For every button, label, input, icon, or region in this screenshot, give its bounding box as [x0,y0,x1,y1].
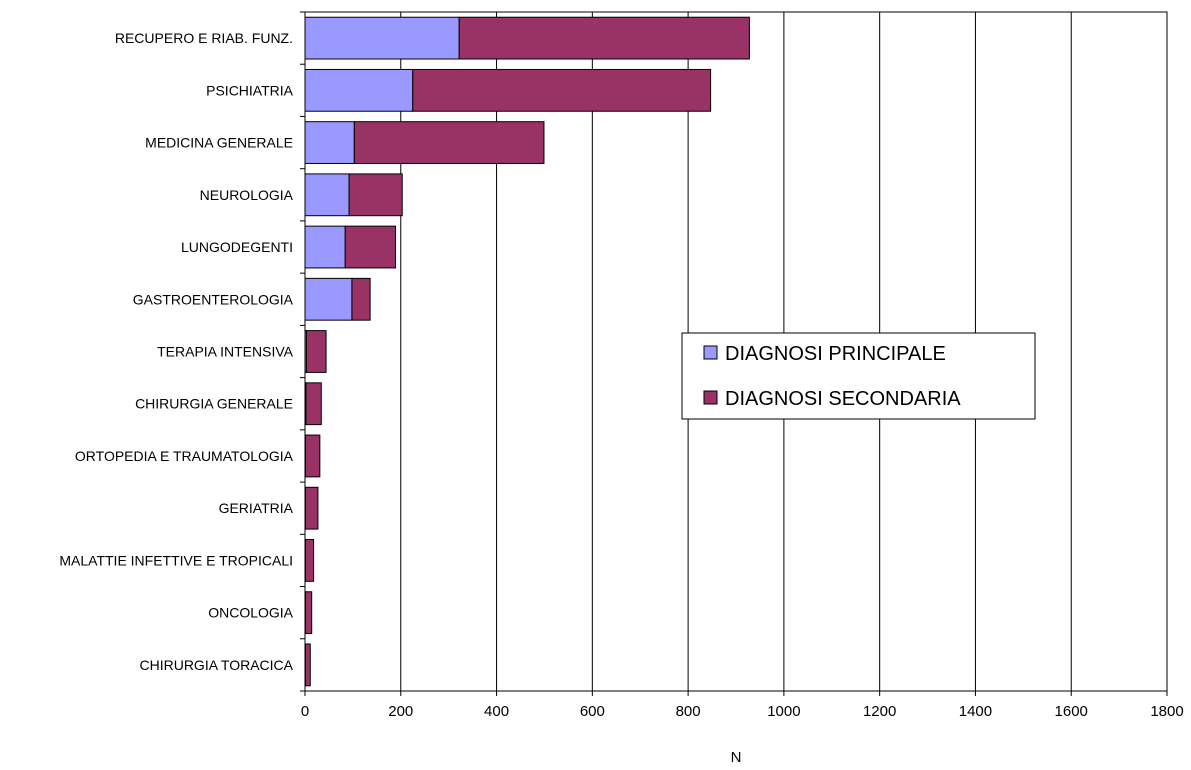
bar-diagnosi-principale-neurologia [305,174,349,216]
x-axis-title: N [731,749,742,765]
legend-label-diagnosi-principale: DIAGNOSI PRINCIPALE [725,343,946,365]
x-tick-label-0: 0 [301,703,309,720]
x-tick-label-200: 200 [388,703,413,720]
bar-diagnosi-secondaria-chirurgia-generale [306,383,321,425]
bar-diagnosi-principale-gastroenterologia [305,278,352,320]
bar-diagnosi-principale-lungodegenti [305,226,345,268]
legend-swatch-diagnosi-secondaria [704,391,717,404]
x-tick-label-1800: 1800 [1150,703,1183,720]
legend-swatch-diagnosi-principale [704,346,717,359]
bar-diagnosi-secondaria-chirurgia-toracica [305,644,310,686]
legend-label-diagnosi-secondaria: DIAGNOSI SECONDARIA [725,388,961,410]
category-label-chirurgia-toracica: CHIRURGIA TORACICA [139,657,293,673]
bar-diagnosi-principale-medicina-generale [305,122,354,164]
bar-diagnosi-secondaria-oncologia [305,592,311,634]
x-tick-label-1400: 1400 [959,703,992,720]
category-label-lungodegenti: LUNGODEGENTI [181,239,293,255]
x-tick-label-1600: 1600 [1055,703,1088,720]
x-tick-label-1200: 1200 [863,703,896,720]
category-label-gastroenterologia: GASTROENTEROLOGIA [133,291,294,307]
x-tick-label-800: 800 [676,703,701,720]
x-tick-label-400: 400 [484,703,509,720]
x-tick-label-600: 600 [580,703,605,720]
category-label-recupero-e-riab-funz: RECUPERO E RIAB. FUNZ. [115,30,293,46]
bar-diagnosi-secondaria-recupero-e-riab-funz [459,17,749,59]
category-label-malattie-infettive-e-tropicali: MALATTIE INFETTIVE E TROPICALI [59,552,293,568]
category-label-chirurgia-generale: CHIRURGIA GENERALE [135,396,293,412]
category-label-geriatria: GERIATRIA [219,500,294,516]
bar-diagnosi-secondaria-gastroenterologia [352,278,370,320]
bar-diagnosi-principale-recupero-e-riab-funz [305,17,459,59]
x-tick-label-1000: 1000 [767,703,800,720]
bar-diagnosi-secondaria-psichiatria [413,69,711,111]
bar-diagnosi-secondaria-ortopedia-e-traumatologia [305,435,319,477]
bar-diagnosi-secondaria-geriatria [305,487,317,529]
category-labels: RECUPERO E RIAB. FUNZ. PSICHIATRIA MEDICIN… [59,30,293,673]
bar-diagnosi-secondaria-neurologia [349,174,402,216]
bar-diagnosi-secondaria-malattie-infettive-e-tropicali [305,540,313,582]
category-label-medicina-generale: MEDICINA GENERALE [145,135,293,151]
legend: DIAGNOSI PRINCIPALE DIAGNOSI SECONDARIA [682,333,1035,419]
category-label-neurologia: NEUROLOGIA [200,187,294,203]
bar-diagnosi-secondaria-terapia-intensiva [306,331,326,373]
category-label-oncologia: ONCOLOGIA [208,605,293,621]
bar-diagnosi-secondaria-lungodegenti [345,226,395,268]
bar-diagnosi-secondaria-medicina-generale [354,122,544,164]
bar-diagnosi-principale-psichiatria [305,69,413,111]
category-label-ortopedia-e-traumatologia: ORTOPEDIA E TRAUMATOLOGIA [75,448,294,464]
category-label-psichiatria: PSICHIATRIA [206,82,294,98]
category-label-terapia-intensiva: TERAPIA INTENSIVA [157,344,294,360]
